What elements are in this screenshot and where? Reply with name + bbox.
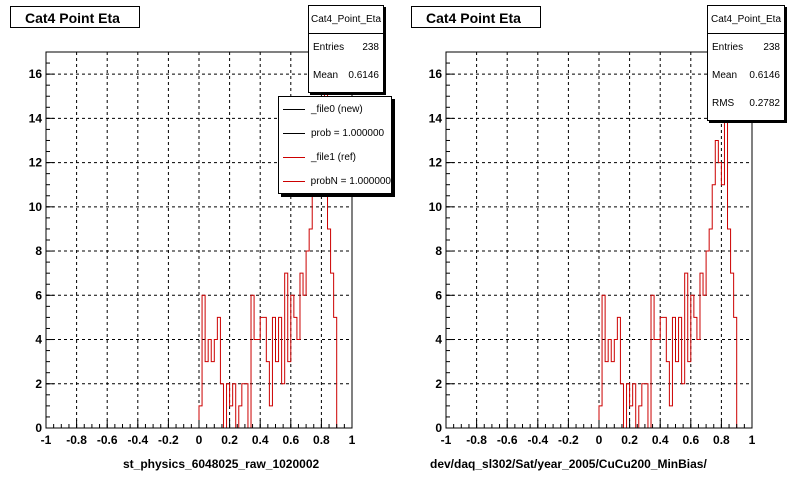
stats-box-title: Cat4_Point_Eta	[708, 6, 784, 34]
x-tick-label: -1	[41, 433, 52, 447]
y-tick-label: 12	[29, 156, 43, 170]
right-x-axis-title: dev/daq_sl302/Sat/year_2005/CuCu200_MinB…	[430, 457, 707, 471]
legend-swatch	[283, 132, 305, 134]
y-tick-label: 6	[35, 288, 42, 302]
x-tick-label: 0	[196, 433, 203, 447]
y-tick-label: 2	[435, 377, 442, 391]
stats-mean-row: Mean 0.6146	[708, 62, 784, 90]
y-tick-label: 0	[35, 421, 42, 435]
x-tick-label: 1	[349, 433, 356, 447]
right-histogram-plot: -1 -0.8 -0.6 -0.4 -0.2 0 0.2 0.4 0.6 0.8 102468101…	[429, 51, 756, 447]
x-tick-label: -1	[441, 433, 452, 447]
x-tick-label: -0.8	[466, 433, 487, 447]
stats-mean-label: Mean	[712, 70, 738, 81]
y-tick-label: 2	[35, 377, 42, 391]
stats-entries-value: 238	[362, 42, 379, 53]
stats-rms-value: 0.2782	[749, 98, 780, 109]
legend-box: _file0 (new) prob = 1.000000 _file1 (ref…	[278, 96, 392, 194]
stats-mean-label: Mean	[313, 70, 339, 81]
y-tick-label: 8	[35, 244, 42, 258]
x-tick-label: 0.2	[621, 433, 638, 447]
stats-mean-value: 0.6146	[348, 70, 379, 81]
stats-entries-value: 238	[763, 42, 780, 53]
x-tick-label: 0.8	[713, 433, 730, 447]
y-tick-label: 10	[429, 200, 443, 214]
left-x-axis-title: st_physics_6048025_raw_1020002	[123, 457, 320, 471]
y-tick-label: 14	[29, 111, 43, 125]
y-tick-label: 4	[435, 333, 442, 347]
left-stats-box: Cat4_Point_Eta Entries 238 Mean 0.6146	[308, 5, 384, 93]
stats-box-title: Cat4_Point_Eta	[309, 6, 383, 34]
stats-entries-row: Entries 238	[309, 34, 383, 62]
x-tick-label: 0.6	[282, 433, 299, 447]
legend-label: _file1 (ref)	[311, 151, 357, 163]
x-tick-label: 0.4	[252, 433, 269, 447]
x-tick-label: -0.2	[558, 433, 579, 447]
stats-mean-value: 0.6146	[749, 70, 780, 81]
stats-rms-row: RMS 0.2782	[708, 90, 784, 118]
x-tick-label: 0.4	[652, 433, 669, 447]
x-tick-label: 0.6	[682, 433, 699, 447]
x-tick-label: -0.8	[66, 433, 87, 447]
legend-label: prob = 1.000000	[311, 127, 385, 139]
y-tick-label: 6	[435, 288, 442, 302]
left-chart-title: Cat4 Point Eta	[10, 6, 140, 28]
y-tick-label: 0	[435, 421, 442, 435]
legend-entry: _file0 (new)	[279, 97, 391, 121]
stats-rms-label: RMS	[712, 98, 735, 109]
x-tick-label: 0.8	[313, 433, 330, 447]
y-tick-label: 16	[29, 67, 43, 81]
y-tick-label: 16	[429, 67, 443, 81]
legend-entry: prob = 1.000000	[279, 121, 391, 145]
right-chart-title: Cat4 Point Eta	[411, 6, 541, 28]
y-tick-label: 14	[429, 111, 443, 125]
x-tick-label: 0	[596, 433, 603, 447]
x-tick-label: -0.2	[158, 433, 179, 447]
y-tick-label: 8	[435, 244, 442, 258]
legend-label: probN = 1.000000	[310, 175, 391, 187]
x-tick-label: -0.6	[497, 433, 518, 447]
x-tick-label: -0.4	[527, 433, 548, 447]
legend-swatch	[283, 180, 305, 182]
stats-entries-label: Entries	[712, 42, 744, 53]
legend-swatch	[283, 156, 305, 158]
legend-label: _file0 (new)	[311, 103, 363, 115]
histogram-series-line	[446, 73, 752, 429]
y-tick-label: 4	[35, 333, 42, 347]
legend-swatch	[283, 108, 305, 110]
x-tick-label: 0.2	[221, 433, 238, 447]
y-tick-label: 12	[429, 156, 443, 170]
y-tick-label: 10	[29, 200, 43, 214]
right-stats-box: Cat4_Point_Eta Entries 238 Mean 0.6146 R…	[707, 5, 785, 121]
stats-entries-row: Entries 238	[708, 34, 784, 62]
x-tick-label: 1	[749, 433, 756, 447]
stats-mean-row: Mean 0.6146	[309, 62, 383, 90]
legend-entry: probN = 1.000000	[279, 169, 391, 193]
x-tick-label: -0.6	[97, 433, 118, 447]
stats-entries-label: Entries	[313, 42, 345, 53]
legend-entry: _file1 (ref)	[279, 145, 391, 169]
x-tick-label: -0.4	[127, 433, 148, 447]
